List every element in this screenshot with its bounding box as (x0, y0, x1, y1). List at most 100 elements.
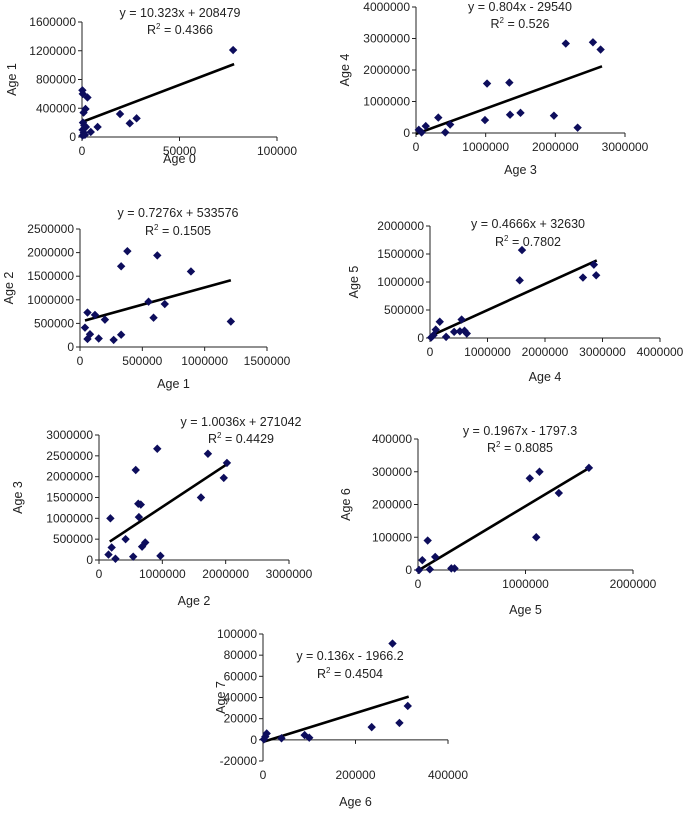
r-squared-label: R2 = 0.4429 (208, 431, 274, 446)
data-point (106, 514, 115, 523)
y-tick-label: 1000000 (27, 293, 74, 307)
trendline-equation: y = 0.136x - 1966.2 (296, 649, 403, 663)
trendline-equation: y = 1.0036x + 271042 (181, 415, 302, 429)
y-tick-label: 1200000 (29, 44, 76, 58)
y-tick-label: 500000 (34, 316, 74, 330)
data-point (93, 122, 102, 132)
data-point (156, 551, 165, 561)
y-tick-label: 0 (86, 553, 93, 567)
data-point (535, 467, 544, 476)
data-point (104, 550, 113, 559)
y-tick-label: 40000 (224, 691, 258, 705)
data-point (449, 327, 459, 337)
x-tick-label: 1500000 (244, 354, 291, 368)
y-tick-label: 300000 (372, 465, 412, 479)
data-point (482, 79, 492, 88)
data-point (226, 317, 236, 326)
data-point (417, 128, 426, 137)
y-tick-label: 200000 (372, 498, 412, 512)
data-point (425, 565, 435, 574)
trendline-equation: y = 10.323x + 208479 (120, 6, 241, 20)
y-tick-label: 500000 (53, 532, 93, 546)
data-point (462, 329, 471, 338)
y-tick-label: 1500000 (27, 269, 74, 283)
y-axis-label: Age 4 (338, 54, 352, 87)
y-tick-label: 400000 (36, 101, 76, 115)
data-point (149, 313, 158, 322)
y-tick-label: 4000000 (363, 0, 410, 14)
scatter-panel-4: 0 500000 1000000 1500000 2000000 0 1000000 2000… (347, 217, 684, 384)
data-point (480, 115, 490, 125)
data-point (388, 639, 397, 648)
data-point (90, 310, 100, 320)
data-point (414, 565, 424, 575)
data-point (554, 488, 564, 498)
data-point (79, 108, 88, 117)
data-point (81, 122, 91, 132)
data-point (100, 315, 110, 324)
data-point (435, 317, 444, 326)
r-squared-label: R2 = 0.4366 (147, 22, 213, 37)
data-point (131, 465, 140, 475)
x-axis-label: Age 2 (178, 594, 211, 608)
data-point (116, 262, 126, 271)
y-tick-label: 1000000 (363, 95, 410, 109)
data-point (203, 449, 213, 458)
y-tick-label: 2000000 (46, 470, 93, 484)
x-tick-label: 0 (96, 567, 103, 581)
r-squared-label: R2 = 0.4504 (317, 666, 383, 681)
data-point (136, 500, 145, 509)
y-tick-label: 100000 (217, 627, 257, 641)
data-point (85, 330, 95, 339)
data-point (596, 45, 605, 54)
x-tick-label: 0 (415, 577, 422, 591)
y-tick-label: 20000 (224, 712, 258, 726)
scatter-panel-6: 0 100000 200000 300000 400000 0 1000000 2000000… (339, 424, 657, 617)
y-tick-label: 800000 (36, 73, 76, 87)
data-point (219, 473, 228, 483)
y-tick-label: 0 (417, 331, 424, 345)
data-point (505, 78, 514, 87)
y-axis-label: Age 6 (339, 488, 353, 521)
x-tick-label: 0 (427, 345, 434, 359)
y-tick-label: 2000000 (377, 219, 424, 233)
data-point (153, 444, 162, 453)
data-point (80, 323, 90, 332)
data-point (516, 108, 525, 118)
y-tick-label: 80000 (224, 648, 258, 662)
x-axis-label: Age 1 (157, 377, 190, 391)
trendline-equation: y = 0.7276x + 533576 (118, 206, 239, 220)
scatter-panel-2: 0 1000000 2000000 3000000 4000000 0 1000000 200… (338, 0, 649, 177)
data-point (423, 536, 432, 545)
data-point (589, 260, 599, 269)
data-point (134, 512, 144, 522)
y-tick-label: 0 (69, 130, 76, 144)
x-tick-label: 1000000 (502, 577, 549, 591)
x-axis-label: Age 3 (504, 163, 537, 177)
y-tick-label: 0 (405, 563, 412, 577)
data-point (262, 729, 271, 738)
r-squared-label: R2 = 0.1505 (145, 223, 211, 238)
x-tick-label: 1000000 (464, 345, 511, 359)
data-point (186, 267, 196, 276)
data-point (125, 119, 134, 128)
data-point (132, 114, 141, 123)
x-tick-label: 0 (413, 140, 420, 154)
x-tick-label: 0 (79, 144, 86, 158)
data-point (517, 245, 527, 255)
y-tick-label: 3000000 (363, 32, 410, 46)
x-tick-label: 200000 (335, 768, 375, 782)
data-point (591, 271, 601, 280)
x-tick-label: 1000000 (462, 140, 509, 154)
data-point (86, 127, 95, 137)
trendline (415, 65, 603, 136)
data-point (83, 308, 92, 317)
data-point (515, 276, 524, 285)
scatter-panel-5: 0 500000 1000000 1500000 2000000 2500000 30000… (11, 415, 313, 608)
y-axis-label: Age 2 (2, 272, 16, 305)
y-tick-label: 2500000 (27, 222, 74, 236)
data-point (94, 334, 103, 343)
data-point (228, 45, 238, 55)
